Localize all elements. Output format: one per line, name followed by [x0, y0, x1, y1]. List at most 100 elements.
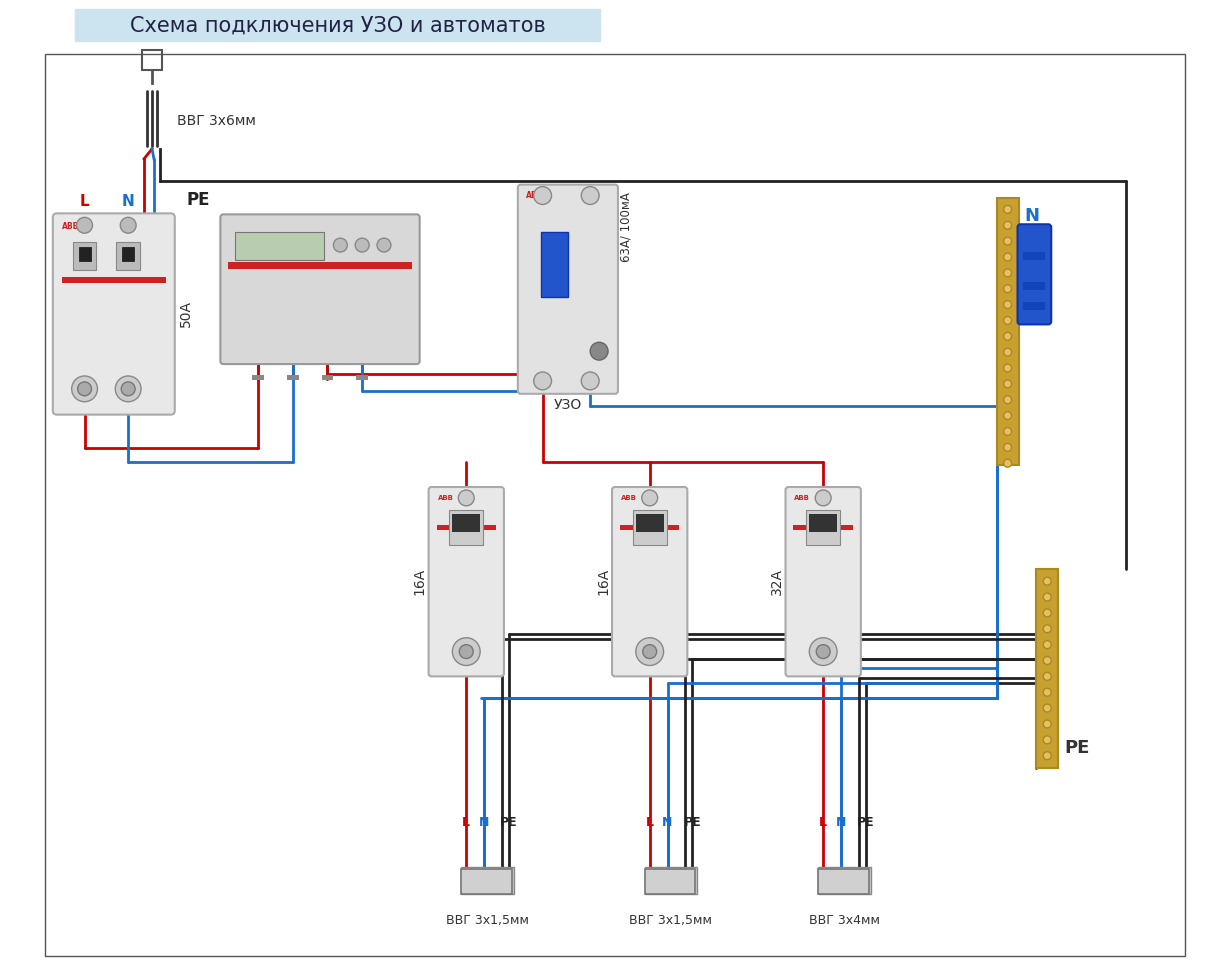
Text: ABB: ABB: [61, 223, 79, 231]
Circle shape: [810, 637, 837, 666]
Circle shape: [1004, 412, 1011, 420]
Bar: [123, 247, 134, 261]
Text: PE: PE: [856, 816, 875, 829]
Circle shape: [459, 645, 474, 659]
Circle shape: [1004, 348, 1011, 356]
Circle shape: [1004, 285, 1011, 293]
Circle shape: [534, 372, 551, 389]
Text: N: N: [121, 194, 135, 210]
Bar: [620, 525, 680, 530]
Circle shape: [1004, 316, 1011, 324]
Circle shape: [1004, 443, 1011, 451]
Text: N: N: [836, 816, 847, 829]
Circle shape: [120, 218, 136, 233]
Bar: [1023, 302, 1045, 309]
Bar: [287, 375, 298, 380]
Circle shape: [1043, 609, 1052, 617]
Bar: [818, 869, 869, 893]
Bar: [228, 262, 412, 268]
Circle shape: [1043, 625, 1052, 632]
FancyBboxPatch shape: [518, 184, 618, 393]
Circle shape: [1004, 301, 1011, 308]
Circle shape: [77, 382, 92, 396]
Circle shape: [1004, 460, 1011, 468]
Circle shape: [1004, 396, 1011, 404]
Circle shape: [642, 490, 658, 506]
Text: УЗО: УЗО: [553, 397, 582, 412]
Bar: [79, 247, 91, 261]
Bar: [252, 375, 264, 380]
Bar: [633, 509, 666, 545]
Circle shape: [582, 372, 599, 389]
Circle shape: [1043, 577, 1052, 586]
Bar: [461, 867, 514, 894]
Circle shape: [1004, 253, 1011, 261]
Bar: [142, 50, 162, 69]
Bar: [461, 869, 512, 893]
Text: L: L: [645, 816, 654, 829]
Text: ВВГ 3х1,5мм: ВВГ 3х1,5мм: [445, 915, 529, 927]
Text: ABB: ABB: [794, 495, 810, 501]
Circle shape: [1043, 593, 1052, 601]
Text: ABB: ABB: [438, 495, 454, 501]
Circle shape: [1004, 364, 1011, 372]
Bar: [541, 232, 568, 297]
Bar: [72, 242, 97, 270]
Circle shape: [76, 218, 92, 233]
Text: 50А: 50А: [179, 300, 193, 327]
FancyBboxPatch shape: [221, 215, 420, 364]
Text: ABB: ABB: [621, 495, 637, 501]
Bar: [1037, 569, 1058, 767]
Bar: [236, 232, 324, 260]
Circle shape: [816, 645, 831, 659]
Circle shape: [1043, 736, 1052, 744]
Circle shape: [1004, 380, 1011, 387]
Text: L: L: [80, 194, 90, 210]
Text: L: L: [463, 816, 470, 829]
Text: N: N: [1025, 208, 1039, 225]
Text: N: N: [663, 816, 672, 829]
Bar: [75, 9, 600, 41]
Circle shape: [459, 490, 474, 506]
Circle shape: [534, 186, 551, 204]
FancyBboxPatch shape: [428, 487, 504, 676]
Text: 32А: 32А: [769, 568, 784, 594]
Bar: [1023, 252, 1045, 260]
Circle shape: [590, 343, 609, 360]
Text: ВВГ 3х1,5мм: ВВГ 3х1,5мм: [629, 915, 712, 927]
Circle shape: [121, 382, 135, 396]
Bar: [794, 525, 853, 530]
Bar: [810, 513, 837, 532]
Bar: [1023, 282, 1045, 290]
Text: PE: PE: [683, 816, 701, 829]
Bar: [117, 242, 140, 270]
Circle shape: [115, 376, 141, 402]
Circle shape: [1043, 688, 1052, 696]
Text: N: N: [479, 816, 490, 829]
Text: PE: PE: [187, 191, 210, 210]
Circle shape: [1004, 237, 1011, 245]
Text: ВВГ 3х6мм: ВВГ 3х6мм: [177, 114, 255, 128]
Text: ABB: ABB: [525, 190, 544, 199]
Text: Схема подключения УЗО и автоматов: Схема подключения УЗО и автоматов: [130, 16, 545, 36]
Circle shape: [71, 376, 97, 402]
Circle shape: [1004, 268, 1011, 277]
Circle shape: [1004, 333, 1011, 341]
Circle shape: [377, 238, 391, 252]
Circle shape: [582, 186, 599, 204]
Bar: [321, 375, 334, 380]
Bar: [61, 277, 166, 283]
Circle shape: [1043, 640, 1052, 649]
Bar: [437, 525, 496, 530]
FancyBboxPatch shape: [785, 487, 861, 676]
Circle shape: [1043, 657, 1052, 665]
Bar: [356, 375, 368, 380]
Text: ВВГ 3х4мм: ВВГ 3х4мм: [809, 915, 880, 927]
Circle shape: [1004, 205, 1011, 214]
Bar: [644, 869, 696, 893]
Circle shape: [453, 637, 480, 666]
Text: PE: PE: [1064, 739, 1090, 756]
Bar: [806, 509, 840, 545]
Circle shape: [334, 238, 347, 252]
Bar: [996, 197, 1018, 466]
